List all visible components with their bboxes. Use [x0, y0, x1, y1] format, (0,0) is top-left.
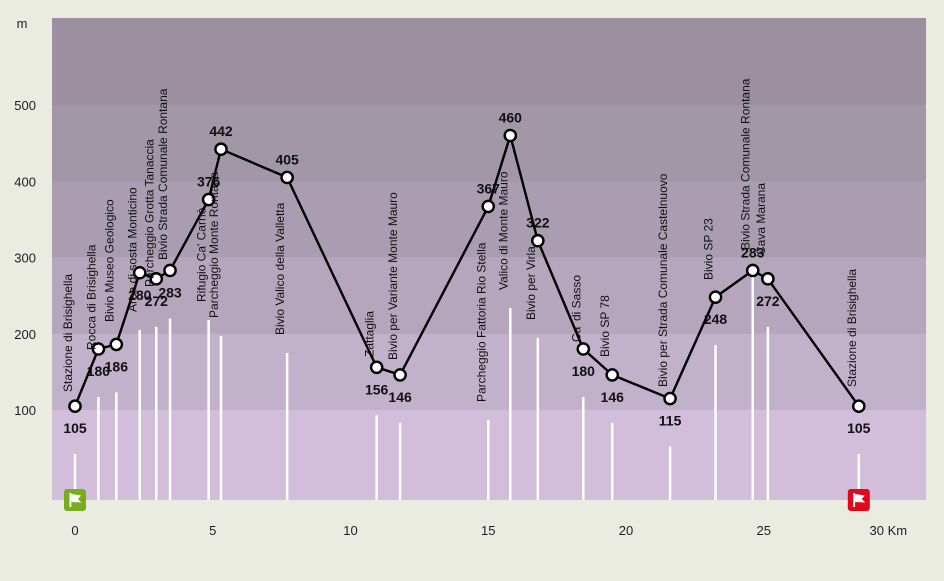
waypoint-marker — [531, 233, 545, 248]
x-tick-labels: 0 5 10 15 20 25 30 Km — [71, 523, 907, 538]
y-tick-label: 200 — [14, 327, 36, 342]
waypoint-marker — [576, 342, 591, 356]
waypoint-marker — [481, 199, 496, 214]
y-tick-label: 300 — [14, 251, 36, 266]
waypoint-marker — [605, 368, 620, 382]
elevation-band — [52, 105, 926, 182]
start-flag-icon — [64, 489, 86, 511]
waypoint-marker — [163, 263, 177, 278]
waypoint-name-label: Parcheggio Grotta Tanaccia — [142, 139, 156, 287]
elevation-bands — [52, 18, 926, 500]
end-flag-icon — [847, 489, 870, 511]
elevation-value-label: 442 — [209, 123, 233, 139]
waypoint-name-label: Rifugio Ca' Carnè — [195, 207, 209, 302]
x-tick-label: 10 — [343, 523, 357, 538]
x-tick-label: 20 — [619, 523, 633, 538]
elevation-value-label: 322 — [526, 215, 550, 231]
elevation-value-label: 186 — [105, 358, 129, 374]
waypoint-marker — [214, 142, 228, 157]
waypoint-name-label: Bivio per Variante Monte Mauro — [386, 192, 400, 360]
waypoint-marker — [663, 391, 677, 406]
waypoint-name-label: Bivio SP 23 — [702, 218, 716, 280]
waypoint-marker — [201, 192, 216, 207]
waypoint-name-label: Stazione di Brisighella — [845, 269, 859, 387]
waypoint-points — [68, 128, 866, 413]
waypoint-name-label: Bivio SP 78 — [598, 295, 612, 357]
elevation-value-label: 376 — [197, 174, 221, 190]
waypoint-name-label: Bivio Strada Comunale Rontana — [156, 88, 170, 260]
waypoint-marker — [503, 128, 518, 143]
waypoint-marker — [708, 290, 723, 304]
waypoint-marker — [68, 399, 82, 413]
waypoint-name-label: Valico di Monte Mauro — [496, 171, 510, 290]
waypoint-name-label: Bivio Museo Geologico — [102, 199, 116, 322]
waypoint-name-label: Parcheggio Monte Rontana — [207, 172, 221, 318]
elevation-value-label: 115 — [659, 413, 682, 429]
waypoint-name-label: Cava Marana — [754, 183, 768, 255]
x-tick-label: 25 — [757, 523, 771, 538]
waypoint-marker — [393, 368, 407, 382]
x-tick-label: 30 Km — [870, 523, 908, 538]
y-tick-label: 400 — [14, 174, 36, 189]
waypoint-marker — [109, 337, 124, 352]
elevation-band — [52, 257, 926, 334]
elevation-value-label: 460 — [499, 110, 523, 126]
elevation-value-label: 180 — [572, 363, 596, 379]
elevation-value-label: 180 — [87, 363, 111, 379]
waypoint-name-label: Bivio per Virla — [524, 246, 538, 320]
waypoint-name-label: Stazione di Brisighella — [61, 274, 75, 392]
elevation-value-label: 248 — [704, 311, 728, 327]
elevation-value-label: 146 — [388, 389, 412, 405]
waypoint-name-label: Zattaglia — [363, 311, 377, 357]
waypoint-name-label: Rocca di Brisighella — [84, 244, 98, 350]
elevation-value-label: 105 — [63, 420, 87, 436]
y-tick-label: 100 — [14, 403, 36, 418]
y-tick-label: 500 — [14, 98, 36, 113]
elevation-value-label: 146 — [601, 389, 625, 405]
elevation-value-label: 156 — [365, 381, 389, 397]
waypoint-name-label: Area di sosta Monticino — [126, 187, 140, 312]
route-flags — [64, 489, 870, 511]
waypoint-name-label: Bivio Valico della Valletta — [273, 202, 287, 335]
waypoint-name-label: Parcheggio Fattoria Rio Stella — [474, 242, 488, 402]
elevation-value-label: 280 — [128, 287, 152, 303]
x-tick-label: 5 — [209, 523, 216, 538]
y-axis: m 100 200 300 400 500 — [14, 16, 36, 418]
elevation-value-label: 283 — [741, 244, 765, 260]
waypoint-marker — [132, 265, 147, 280]
elevation-value-label: 405 — [275, 151, 299, 167]
x-tick-label: 15 — [481, 523, 495, 538]
y-unit-label: m — [17, 16, 28, 31]
elevation-value-label: 272 — [145, 293, 169, 309]
waypoint-name-label: Bivio per Strada Comunale Castelnuovo — [656, 173, 670, 387]
waypoint-marker — [369, 360, 384, 375]
elevation-value-label: 367 — [477, 180, 501, 196]
elevation-value-label: 272 — [756, 293, 780, 309]
waypoint-marker — [851, 399, 866, 413]
waypoint-marker — [149, 272, 164, 286]
elevation-band — [52, 18, 926, 105]
waypoint-marker — [280, 170, 294, 185]
y-tick-labels: 100 200 300 400 500 — [14, 98, 36, 418]
waypoint-name-label: Ca' di Sasso — [569, 275, 583, 342]
waypoint-marker — [761, 272, 775, 286]
elevation-band — [52, 333, 926, 410]
waypoint-name-labels: Stazione di Brisighella Rocca di Brisighe… — [61, 78, 859, 402]
elevation-value-label: 105 — [847, 420, 871, 436]
x-tick-label: 0 — [71, 523, 78, 538]
waypoint-name-label: Bivio Strada Comunale Rontana — [739, 78, 753, 250]
elevation-value-label: 283 — [158, 284, 182, 300]
waypoint-marker — [745, 263, 760, 278]
waypoint-marker — [91, 342, 106, 356]
